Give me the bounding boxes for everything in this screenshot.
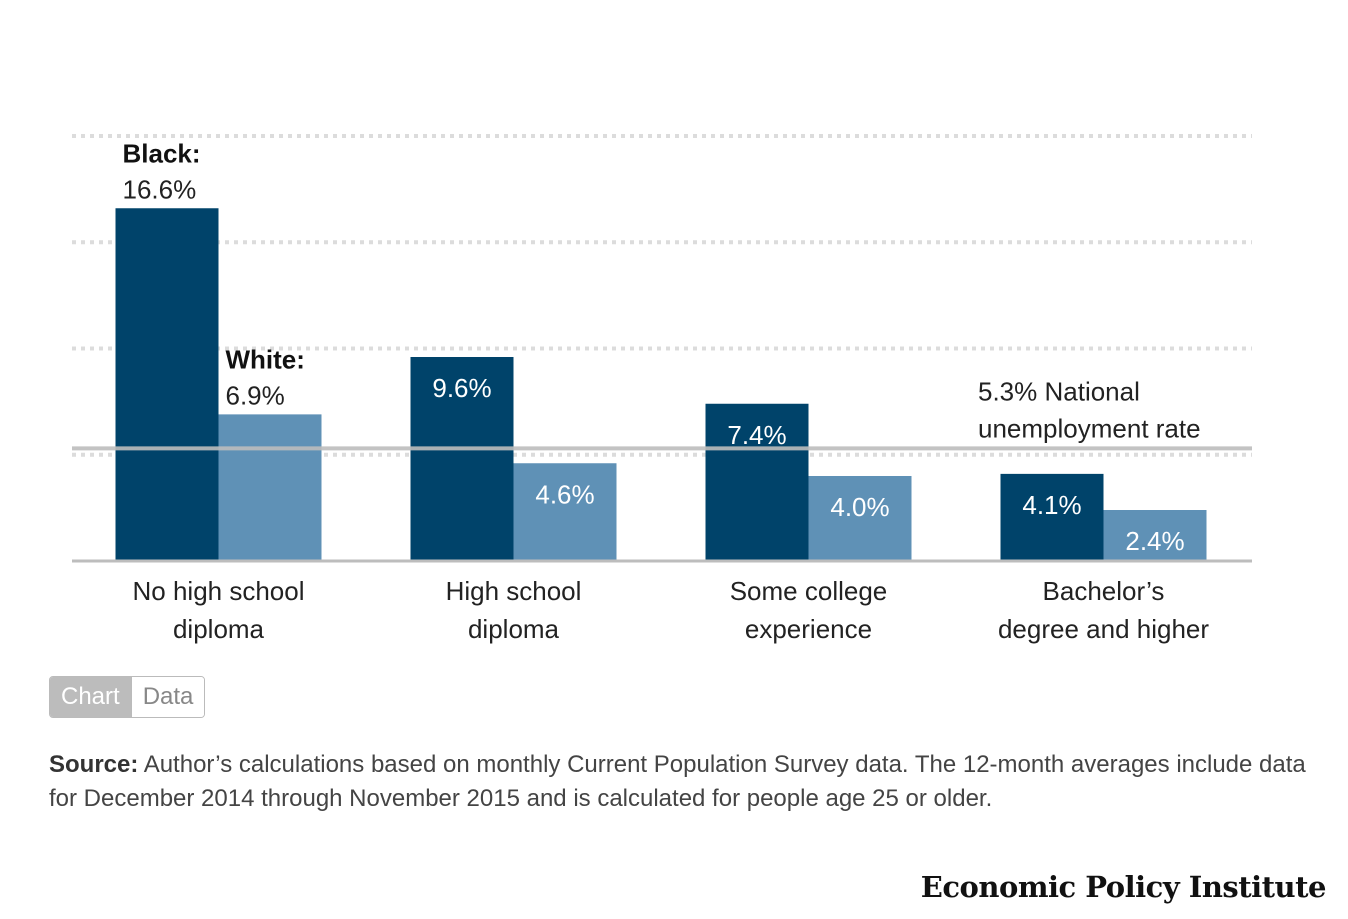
category-label-0-1: diploma: [173, 614, 265, 644]
bar-0-0: [115, 208, 219, 561]
bar-1-1: [513, 463, 617, 561]
source-label: Source:: [49, 751, 139, 778]
chart-tab[interactable]: Chart: [50, 677, 131, 717]
series-name-0: Black:: [123, 138, 201, 168]
data-label-1-2: 4.0%: [830, 492, 889, 522]
data-label-0-3: 4.1%: [1022, 490, 1081, 520]
data-label-0-2: 7.4%: [727, 420, 786, 450]
data-label-1-1: 4.6%: [535, 479, 594, 509]
data-tab[interactable]: Data: [130, 677, 205, 717]
category-label-2-1: experience: [745, 614, 872, 644]
source-note: Source: Author’s calculations based on m…: [49, 748, 1319, 816]
brand-logo: Economic Policy Institute: [920, 870, 1327, 904]
national-rate-label-0: 5.3% National: [978, 376, 1140, 406]
category-label-3-0: Bachelor’s: [1043, 576, 1165, 606]
bar-1-2: [808, 476, 912, 561]
data-label-1-0: 6.9%: [226, 380, 285, 410]
category-label-1-1: diploma: [468, 614, 560, 644]
bar-0-1: [410, 357, 514, 561]
series-name-1: White:: [226, 344, 305, 374]
bar-0-3: [1000, 473, 1104, 561]
source-text: Author’s calculations based on monthly C…: [49, 751, 1306, 812]
bar-1-0: [218, 414, 322, 561]
bar-0-2: [705, 403, 809, 561]
national-rate-label-1: unemployment rate: [978, 413, 1201, 443]
category-label-1-0: High school: [446, 576, 582, 606]
data-label-0-0: 16.6%: [123, 174, 197, 204]
view-toggle: Chart Data: [49, 676, 206, 718]
data-label-0-1: 9.6%: [432, 373, 491, 403]
category-label-0-0: No high school: [133, 576, 305, 606]
data-label-1-3: 2.4%: [1125, 526, 1184, 556]
bar-1-3: [1103, 510, 1207, 561]
category-label-2-0: Some college: [730, 576, 888, 606]
bar-chart: Black: 16.6% White: 6.9% No high school diplo…: [72, 134, 1252, 644]
category-label-3-1: degree and higher: [998, 614, 1209, 644]
